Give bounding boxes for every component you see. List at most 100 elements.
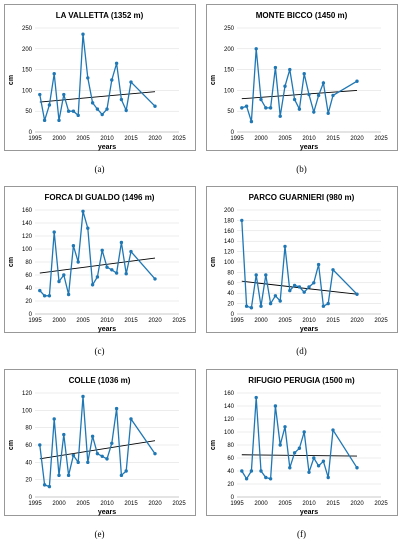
data-point — [38, 443, 42, 447]
data-point — [355, 79, 359, 83]
data-point — [129, 249, 133, 254]
data-point — [292, 97, 297, 102]
x-axis-label: years — [98, 326, 116, 333]
data-point — [124, 108, 128, 113]
data-point — [331, 428, 335, 432]
data-point — [321, 459, 326, 463]
data-point — [240, 218, 244, 223]
y-tick-label: 120 — [22, 391, 33, 397]
data-point — [240, 469, 244, 473]
y-tick-label: 100 — [224, 260, 235, 266]
data-point — [321, 304, 326, 308]
data-point — [307, 285, 311, 289]
x-axis-label: years — [300, 326, 318, 333]
data-point — [105, 457, 109, 461]
data-point — [52, 230, 56, 234]
data-point — [62, 92, 66, 97]
y-tick-label: 20 — [227, 482, 234, 488]
x-tick-label: 2020 — [148, 501, 162, 507]
data-point — [47, 484, 52, 489]
x-tick-label: 2015 — [124, 501, 138, 507]
y-tick-label: 60 — [25, 273, 32, 279]
data-point — [316, 262, 321, 267]
data-point — [38, 92, 42, 97]
data-point — [264, 475, 268, 480]
data-point — [52, 417, 56, 421]
y-tick-label: 140 — [224, 404, 235, 410]
y-tick-label: 150 — [22, 68, 33, 74]
chart-panel-6: RIFUGIO PERUGIA (1500 m) 0 20 40 60 80 100 120 1… — [206, 369, 398, 539]
data-point — [249, 469, 254, 473]
data-point — [331, 268, 335, 272]
y-tick-label: 80 — [25, 426, 32, 432]
chart-panel-4: PARCO GUARNIERI (980 m) 0 20 40 60 80 100 120 14… — [206, 186, 398, 356]
x-tick-label: 2015 — [326, 318, 340, 324]
data-point — [66, 473, 71, 478]
x-tick-label: 2005 — [76, 501, 90, 507]
x-tick-label: 2020 — [350, 136, 364, 142]
data-point — [38, 288, 42, 293]
x-tick-label: 2025 — [172, 501, 186, 507]
data-point — [312, 456, 316, 460]
data-point — [153, 104, 157, 108]
data-point — [86, 226, 90, 230]
x-tick-label: 2025 — [374, 318, 388, 324]
x-tick-label: 2025 — [172, 136, 186, 142]
y-tick-label: 40 — [25, 286, 32, 292]
x-tick-label: 2005 — [76, 318, 90, 324]
x-tick-label: 1995 — [28, 136, 42, 142]
data-point — [355, 466, 359, 470]
data-point — [240, 106, 244, 110]
data-point — [90, 283, 95, 287]
data-point — [326, 301, 330, 306]
data-point — [47, 103, 52, 107]
y-tick-label: 140 — [22, 221, 33, 227]
x-tick-label: 2025 — [374, 501, 388, 507]
data-point — [273, 65, 278, 70]
data-point — [86, 76, 90, 80]
data-point — [114, 406, 119, 411]
data-point — [259, 469, 263, 473]
y-tick-label: 250 — [224, 26, 235, 32]
data-point — [268, 477, 273, 481]
y-tick-label: 160 — [22, 208, 33, 214]
x-tick-label: 2010 — [100, 318, 114, 324]
x-tick-label: 2000 — [52, 318, 66, 324]
data-point — [316, 93, 321, 98]
y-tick-label: 100 — [22, 408, 33, 414]
data-point — [110, 268, 114, 272]
x-tick-label: 2015 — [124, 318, 138, 324]
trend-line — [241, 454, 358, 457]
trend-line — [39, 257, 156, 274]
y-tick-label: 0 — [231, 495, 235, 501]
data-point — [66, 292, 71, 297]
panel-frame — [4, 4, 196, 151]
x-axis-label: years — [300, 509, 318, 516]
data-point — [124, 469, 128, 473]
data-point — [42, 294, 47, 298]
data-point — [254, 273, 258, 277]
x-tick-label: 2010 — [100, 501, 114, 507]
data-point — [90, 101, 95, 105]
x-tick-label: 2010 — [302, 318, 316, 324]
data-point — [62, 273, 66, 277]
data-point — [268, 301, 273, 306]
panel-frame — [206, 4, 398, 151]
y-axis-label: cm — [210, 440, 217, 450]
data-point — [307, 92, 311, 97]
chart-panel-1: LA VALLETTA (1352 m) 0 50 100 150 200 250 1995 2… — [4, 4, 196, 174]
data-point — [81, 209, 85, 213]
data-point — [278, 299, 282, 303]
data-point — [86, 460, 90, 465]
data-point — [278, 114, 282, 118]
data-point — [331, 93, 335, 98]
y-tick-label: 50 — [25, 109, 32, 115]
data-point — [71, 109, 76, 113]
data-point — [288, 67, 292, 72]
data-point — [110, 78, 114, 82]
y-tick-label: 60 — [227, 281, 234, 287]
data-point — [57, 279, 61, 284]
chart-title: FORCA DI GUALDO (1496 m) — [45, 193, 155, 202]
x-tick-label: 2000 — [254, 318, 268, 324]
panel-caption: (d) — [296, 346, 307, 356]
